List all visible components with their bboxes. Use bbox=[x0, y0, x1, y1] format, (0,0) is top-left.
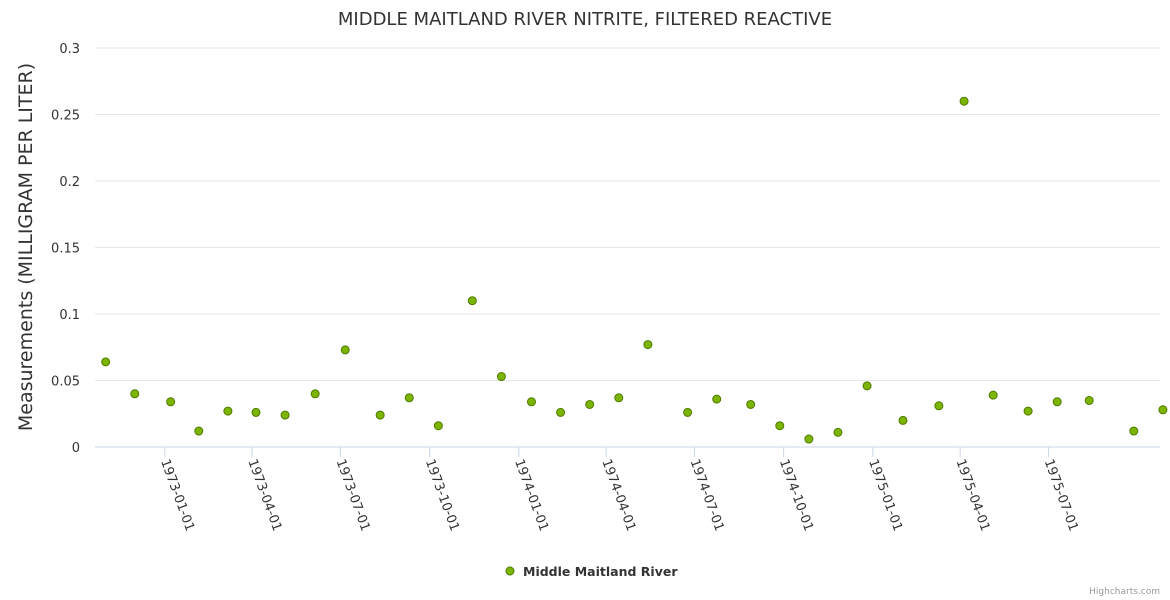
x-tick-label: 1974-04-01 bbox=[598, 457, 638, 533]
data-point[interactable] bbox=[643, 340, 653, 350]
grid-lines bbox=[95, 47, 1160, 381]
data-point[interactable] bbox=[898, 415, 908, 425]
data-point[interactable] bbox=[526, 397, 536, 407]
data-point[interactable] bbox=[496, 372, 506, 382]
legend[interactable]: Middle Maitland River bbox=[505, 564, 678, 579]
data-point[interactable] bbox=[1052, 397, 1062, 407]
y-tick-label: 0.25 bbox=[51, 109, 80, 124]
x-axis-labels: 1973-01-01 1973-04-01 1973-07-01 1973-10-01… bbox=[157, 447, 1081, 533]
data-point[interactable] bbox=[130, 389, 140, 399]
data-point[interactable] bbox=[467, 296, 477, 306]
x-tick-label: 1973-10-01 bbox=[422, 457, 462, 533]
data-point[interactable] bbox=[1084, 395, 1094, 405]
x-tick-label: 1974-01-01 bbox=[511, 457, 551, 533]
x-tick-label: 1974-07-01 bbox=[687, 457, 727, 533]
y-tick-label: 0.1 bbox=[59, 308, 80, 323]
data-point[interactable] bbox=[194, 426, 204, 436]
x-tick-label: 1974-10-01 bbox=[776, 457, 816, 533]
data-point[interactable] bbox=[746, 399, 756, 409]
x-tick-label: 1975-01-01 bbox=[865, 457, 905, 533]
data-point[interactable] bbox=[585, 399, 595, 409]
data-point[interactable] bbox=[340, 345, 350, 355]
data-point[interactable] bbox=[1023, 406, 1033, 416]
data-point[interactable] bbox=[1158, 405, 1168, 415]
data-points bbox=[101, 96, 1168, 444]
data-point[interactable] bbox=[934, 401, 944, 411]
x-tick-label: 1973-04-01 bbox=[244, 457, 284, 533]
data-point[interactable] bbox=[959, 96, 969, 106]
legend-item-label[interactable]: Middle Maitland River bbox=[523, 564, 678, 579]
y-tick-label: 0.2 bbox=[59, 175, 80, 190]
credits-link[interactable]: Highcharts.com bbox=[1089, 587, 1160, 597]
y-tick-label: 0 bbox=[72, 441, 80, 456]
y-tick-label: 0.3 bbox=[59, 42, 80, 57]
data-point[interactable] bbox=[1129, 426, 1139, 436]
data-point[interactable] bbox=[223, 406, 233, 416]
data-point[interactable] bbox=[556, 407, 566, 417]
x-tick-label: 1975-04-01 bbox=[952, 457, 992, 533]
data-point[interactable] bbox=[101, 357, 111, 367]
data-point[interactable] bbox=[683, 407, 693, 417]
x-tick-label: 1975-07-01 bbox=[1041, 457, 1081, 533]
data-point[interactable] bbox=[310, 389, 320, 399]
data-point[interactable] bbox=[614, 393, 624, 403]
data-point[interactable] bbox=[166, 397, 176, 407]
y-axis-title: Measurements (MILLIGRAM PER LITER) bbox=[15, 63, 37, 431]
y-axis-labels: 0 0.05 0.1 0.15 0.2 0.25 0.3 bbox=[51, 42, 80, 456]
x-tick-label: 1973-07-01 bbox=[333, 457, 373, 533]
y-tick-label: 0.05 bbox=[51, 375, 80, 390]
legend-marker[interactable] bbox=[505, 566, 515, 576]
data-point[interactable] bbox=[833, 427, 843, 437]
data-point[interactable] bbox=[433, 421, 443, 431]
data-point[interactable] bbox=[712, 394, 722, 404]
data-point[interactable] bbox=[775, 421, 785, 431]
data-point[interactable] bbox=[988, 390, 998, 400]
data-point[interactable] bbox=[375, 410, 385, 420]
x-tick-label: 1973-01-01 bbox=[157, 457, 197, 533]
data-point[interactable] bbox=[862, 381, 872, 391]
data-point[interactable] bbox=[251, 407, 261, 417]
data-point[interactable] bbox=[404, 393, 414, 403]
y-tick-label: 0.15 bbox=[51, 242, 80, 257]
data-point[interactable] bbox=[280, 410, 290, 420]
chart-title: MIDDLE MAITLAND RIVER NITRITE, FILTERED … bbox=[338, 9, 832, 30]
data-point[interactable] bbox=[804, 434, 814, 444]
